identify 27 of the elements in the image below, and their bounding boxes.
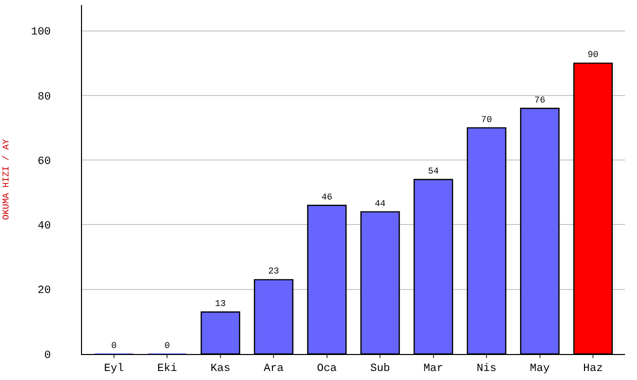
x-tick-label: Sub <box>370 363 390 376</box>
x-tick-label: Eyl <box>104 363 124 376</box>
data-label: 76 <box>534 95 546 106</box>
data-label: 23 <box>268 266 280 277</box>
x-tick-label: Kas <box>210 363 230 376</box>
data-label: 0 <box>111 341 117 351</box>
data-label: 90 <box>588 50 598 60</box>
data-label: 0 <box>164 341 170 351</box>
y-tick-label: 20 <box>38 285 51 298</box>
data-label: 70 <box>481 114 492 125</box>
data-label: 46 <box>321 192 332 202</box>
x-tick-label: Haz <box>583 363 603 376</box>
y-tick-label: 80 <box>38 91 51 104</box>
x-tick-label: Mar <box>423 363 444 376</box>
y-tick-label: 0 <box>44 350 51 362</box>
y-tick-label: 60 <box>38 156 51 168</box>
x-tick-label: Oca <box>316 363 338 376</box>
data-label: 54 <box>428 166 439 176</box>
y-tick-label: 40 <box>38 220 51 233</box>
x-tick-label: Nis <box>476 363 496 376</box>
x-tick-label: Eki <box>157 363 178 376</box>
y-tick-label: 100 <box>30 26 51 39</box>
y-axis-title: OKUMA HIZI / AY <box>1 138 12 220</box>
x-tick-label: Ara <box>264 363 284 376</box>
data-label: 44 <box>374 198 386 209</box>
x-tick-label: May <box>530 363 550 376</box>
data-label: 13 <box>215 298 226 309</box>
